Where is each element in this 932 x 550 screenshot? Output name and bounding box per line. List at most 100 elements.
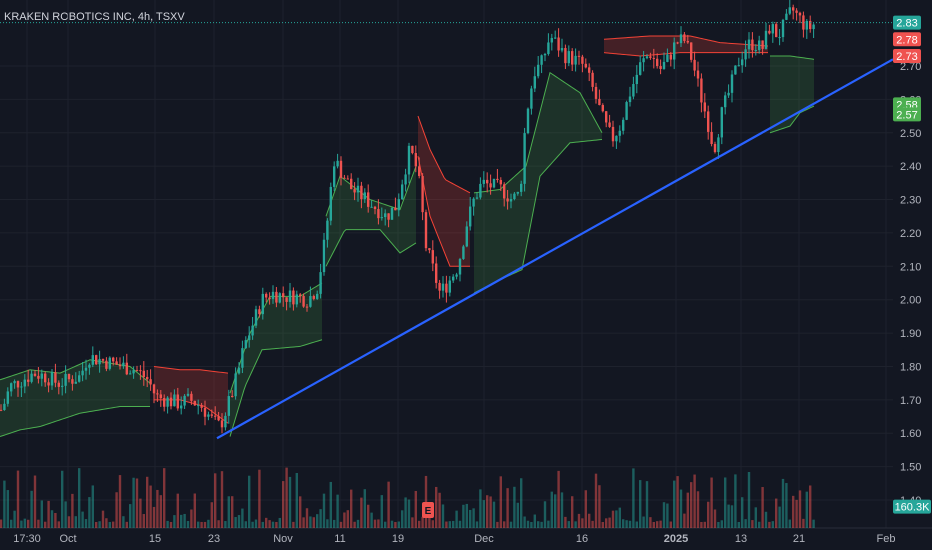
- candle-body[interactable]: [3, 403, 6, 411]
- candle-body[interactable]: [724, 95, 727, 108]
- candle-body[interactable]: [662, 61, 666, 69]
- candle-body[interactable]: [319, 272, 322, 294]
- candle-body[interactable]: [356, 185, 360, 193]
- candle-body[interactable]: [649, 56, 652, 58]
- candle-body[interactable]: [448, 280, 451, 293]
- candle-body[interactable]: [615, 135, 618, 142]
- time-axis[interactable]: 17:30 Oct 15 23 Nov 11 19 Dec 16 2025 13 21 Feb: [13, 533, 895, 545]
- candle-body[interactable]: [438, 282, 441, 291]
- candle-body[interactable]: [431, 250, 434, 264]
- candle-body[interactable]: [642, 58, 645, 63]
- candle-body[interactable]: [676, 42, 679, 44]
- candle-body[interactable]: [401, 184, 404, 200]
- candle-body[interactable]: [346, 178, 349, 180]
- candle-body[interactable]: [101, 359, 105, 361]
- candle-body[interactable]: [754, 50, 757, 52]
- candle-body[interactable]: [380, 217, 383, 219]
- candle-body[interactable]: [299, 294, 302, 296]
- candle-body[interactable]: [414, 153, 417, 167]
- candle-body[interactable]: [271, 291, 275, 299]
- candle-body[interactable]: [108, 357, 111, 369]
- candle-body[interactable]: [591, 72, 594, 87]
- candle-body[interactable]: [540, 55, 543, 65]
- candle-body[interactable]: [40, 373, 43, 379]
- candle-body[interactable]: [622, 119, 625, 131]
- candle-body[interactable]: [224, 415, 227, 428]
- candle-body[interactable]: [360, 185, 363, 200]
- candle-body[interactable]: [61, 385, 64, 387]
- candle-body[interactable]: [237, 367, 241, 374]
- candle-body[interactable]: [122, 362, 125, 367]
- candle-body[interactable]: [186, 393, 190, 396]
- candle-body[interactable]: [261, 293, 264, 315]
- candle-body[interactable]: [217, 416, 220, 421]
- candle-body[interactable]: [499, 180, 502, 185]
- candle-body[interactable]: [384, 213, 387, 218]
- candle-body[interactable]: [251, 325, 254, 336]
- candle-body[interactable]: [639, 62, 642, 75]
- candle-body[interactable]: [601, 105, 604, 112]
- candle-body[interactable]: [390, 207, 394, 220]
- candle-body[interactable]: [666, 54, 669, 62]
- candle-body[interactable]: [435, 263, 438, 283]
- price-axis[interactable]: 2.702.602.502.402.302.202.102.001.901.80…: [900, 61, 921, 507]
- candle-body[interactable]: [197, 405, 200, 407]
- candle-body[interactable]: [152, 384, 156, 394]
- trendline-layer[interactable]: [216, 58, 894, 440]
- candle-body[interactable]: [353, 189, 356, 193]
- candle-body[interactable]: [156, 393, 159, 395]
- candle-body[interactable]: [285, 297, 288, 302]
- candle-body[interactable]: [282, 293, 285, 298]
- candle-body[interactable]: [785, 13, 788, 20]
- candle-body[interactable]: [475, 197, 479, 199]
- candle-body[interactable]: [336, 160, 339, 167]
- candle-body[interactable]: [95, 355, 98, 365]
- candle-body[interactable]: [659, 66, 662, 69]
- candle-body[interactable]: [632, 84, 635, 97]
- candle-body[interactable]: [139, 370, 142, 372]
- candle-body[interactable]: [207, 414, 210, 417]
- candle-body[interactable]: [275, 291, 278, 303]
- candle-body[interactable]: [564, 48, 567, 64]
- candle-body[interactable]: [547, 42, 550, 54]
- candle-body[interactable]: [747, 39, 751, 50]
- candle-body[interactable]: [363, 192, 366, 200]
- candle-body[interactable]: [761, 40, 764, 49]
- candle-body[interactable]: [146, 377, 149, 380]
- candle-body[interactable]: [203, 407, 207, 417]
- candle-body[interactable]: [598, 98, 601, 106]
- candle-body[interactable]: [550, 38, 553, 43]
- candle-body[interactable]: [679, 34, 683, 44]
- candle-body[interactable]: [557, 37, 560, 51]
- candle-body[interactable]: [132, 370, 135, 374]
- candles[interactable]: [0, 0, 815, 434]
- candle-body[interactable]: [744, 49, 747, 60]
- candle-body[interactable]: [180, 405, 183, 409]
- candle-body[interactable]: [727, 92, 730, 96]
- candle-body[interactable]: [64, 373, 67, 386]
- candle-body[interactable]: [686, 40, 689, 43]
- candle-body[interactable]: [775, 24, 778, 38]
- candle-body[interactable]: [373, 206, 377, 210]
- candle-body[interactable]: [611, 126, 615, 142]
- candle-body[interactable]: [625, 102, 628, 120]
- candle-body[interactable]: [322, 239, 326, 273]
- candle-body[interactable]: [305, 306, 309, 308]
- candle-body[interactable]: [526, 108, 530, 134]
- candle-body[interactable]: [50, 372, 54, 386]
- candle-body[interactable]: [486, 179, 489, 184]
- candle-body[interactable]: [778, 37, 781, 39]
- candle-body[interactable]: [105, 360, 108, 369]
- candle-body[interactable]: [176, 394, 179, 409]
- candle-body[interactable]: [758, 40, 761, 51]
- earnings-e-icon[interactable]: [422, 502, 434, 518]
- candle-body[interactable]: [554, 37, 557, 39]
- candle-body[interactable]: [173, 394, 176, 407]
- candle-body[interactable]: [343, 177, 346, 179]
- candle-body[interactable]: [309, 296, 312, 307]
- candle-body[interactable]: [710, 131, 713, 144]
- candle-body[interactable]: [628, 96, 632, 103]
- candle-body[interactable]: [802, 15, 805, 30]
- candle-body[interactable]: [537, 64, 540, 77]
- candle-body[interactable]: [741, 59, 744, 66]
